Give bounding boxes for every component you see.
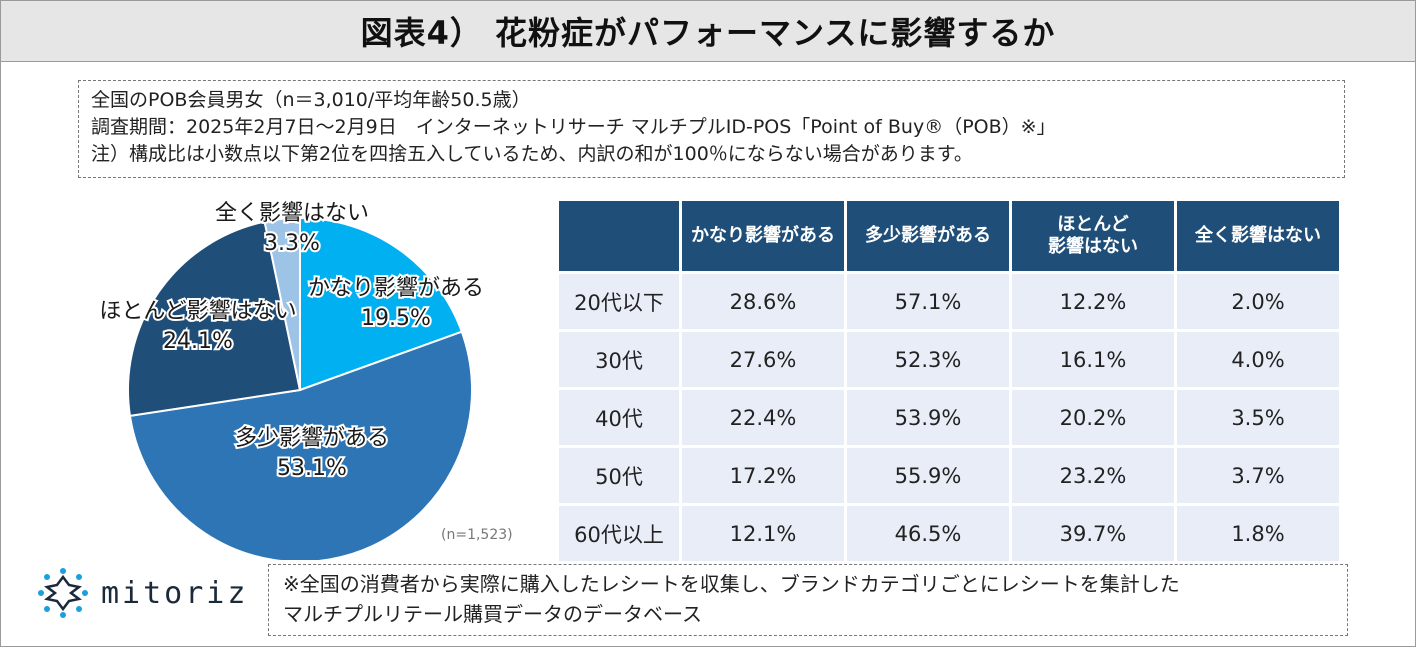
footnote-line: マルチプルリテール購買データのデータベース <box>283 602 702 626</box>
note-line: 全国のPOB会員男女（n＝3,010/平均年齢50.5歳） <box>91 89 531 111</box>
table-cell: 39.7% <box>1012 506 1174 561</box>
table-header-cell <box>559 201 679 271</box>
header-line: ほとんど <box>1057 214 1129 235</box>
table-header-cell: 多少影響がある <box>847 201 1009 271</box>
table-row: 20代以下 28.6% 57.1% 12.2% 2.0% <box>559 274 1339 329</box>
table-cell: 1.8% <box>1177 506 1339 561</box>
pie-category-label: 多少影響がある <box>235 426 389 451</box>
figure-title: 図表4） 花粉症がパフォーマンスに影響するか <box>1 1 1415 62</box>
mitoriz-logo-icon <box>38 568 88 618</box>
pie-category-label: ほとんど影響はない <box>99 299 296 324</box>
row-header-cell: 30代 <box>559 332 679 387</box>
table-cell: 52.3% <box>847 332 1009 387</box>
table-cell: 22.4% <box>682 390 844 445</box>
table-cell: 27.6% <box>682 332 844 387</box>
table-cell: 3.5% <box>1177 390 1339 445</box>
table-row: 60代以上 12.1% 46.5% 39.7% 1.8% <box>559 506 1339 561</box>
pie-value-label: 24.1% <box>163 329 233 354</box>
table-cell: 2.0% <box>1177 274 1339 329</box>
pie-category-label: かなり影響がある <box>308 276 484 301</box>
row-header-cell: 50代 <box>559 448 679 503</box>
table-cell: 17.2% <box>682 448 844 503</box>
logo-text: mitoriz <box>101 575 249 611</box>
table-cell: 3.7% <box>1177 448 1339 503</box>
pie-chart: かなり影響がある 19.5% 多少影響がある 53.1% ほとんど影響はない 24.1% 全… <box>97 199 486 560</box>
table-cell: 57.1% <box>847 274 1009 329</box>
footnote-box: ※全国の消費者から実際に購入したレシートを収集し、ブランドカテゴリごとにレシート… <box>268 564 1348 636</box>
table-row: 30代 27.6% 52.3% 16.1% 4.0% <box>559 332 1339 387</box>
note-line: 調査期間：2025年2月7日～2月9日 インターネットリサーチ マルチプルID-… <box>91 116 1056 138</box>
table-cell: 16.1% <box>1012 332 1174 387</box>
table-header-cell: 全く影響はない <box>1177 201 1339 271</box>
table-header-row: かなり影響がある 多少影響がある ほとんど 影響はない 全く影響はない <box>559 201 1339 271</box>
table-cell: 12.2% <box>1012 274 1174 329</box>
table-header-cell: かなり影響がある <box>682 201 844 271</box>
table-cell: 4.0% <box>1177 332 1339 387</box>
table-cell: 46.5% <box>847 506 1009 561</box>
pie-value-label: 53.1% <box>277 456 347 481</box>
footnote-line: ※全国の消費者から実際に購入したレシートを収集し、ブランドカテゴリごとにレシート… <box>283 572 1180 596</box>
table-cell: 20.2% <box>1012 390 1174 445</box>
table-cell: 28.6% <box>682 274 844 329</box>
pie-slice <box>127 220 302 417</box>
mitoriz-logo: mitoriz <box>35 565 248 621</box>
table-row: 40代 22.4% 53.9% 20.2% 3.5% <box>559 390 1339 445</box>
table-header-cell: ほとんど 影響はない <box>1012 201 1174 271</box>
row-header-cell: 40代 <box>559 390 679 445</box>
table-cell: 23.2% <box>1012 448 1174 503</box>
note-line: 注）構成比は小数点以下第2位を四捨五入しているため、内訳の和が100％にならない… <box>91 143 973 165</box>
pie-category-label: 全く影響はない <box>215 201 369 226</box>
table-cell: 53.9% <box>847 390 1009 445</box>
row-header-cell: 60代以上 <box>559 506 679 561</box>
pie-slice <box>263 216 301 391</box>
table-cell: 55.9% <box>847 448 1009 503</box>
table-cell: 12.1% <box>682 506 844 561</box>
age-breakdown-table: かなり影響がある 多少影響がある ほとんど 影響はない 全く影響はない 20代以下… <box>556 198 1342 564</box>
header-line: 影響はない <box>1048 236 1138 257</box>
sample-size-label: (n=1,523) <box>441 527 513 543</box>
survey-notes: 全国のPOB会員男女（n＝3,010/平均年齢50.5歳） 調査期間：2025年… <box>78 80 1345 178</box>
pie-value-label: 3.3% <box>264 231 320 256</box>
pie-slice <box>299 216 464 392</box>
table-row: 50代 17.2% 55.9% 23.2% 3.7% <box>559 448 1339 503</box>
pie-value-label: 19.5% <box>361 306 431 331</box>
row-header-cell: 20代以下 <box>559 274 679 329</box>
pie-slice <box>128 330 473 560</box>
